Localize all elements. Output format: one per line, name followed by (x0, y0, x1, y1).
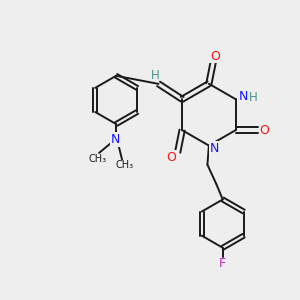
Text: N: N (210, 142, 220, 155)
Text: CH₃: CH₃ (88, 154, 107, 164)
Text: N: N (111, 133, 120, 146)
Text: CH₃: CH₃ (116, 160, 134, 170)
Text: H: H (151, 69, 160, 82)
Text: O: O (166, 151, 176, 164)
Text: N: N (239, 90, 249, 103)
Text: F: F (219, 256, 226, 270)
Text: O: O (210, 50, 220, 63)
Text: O: O (259, 124, 269, 136)
Text: H: H (249, 91, 258, 104)
